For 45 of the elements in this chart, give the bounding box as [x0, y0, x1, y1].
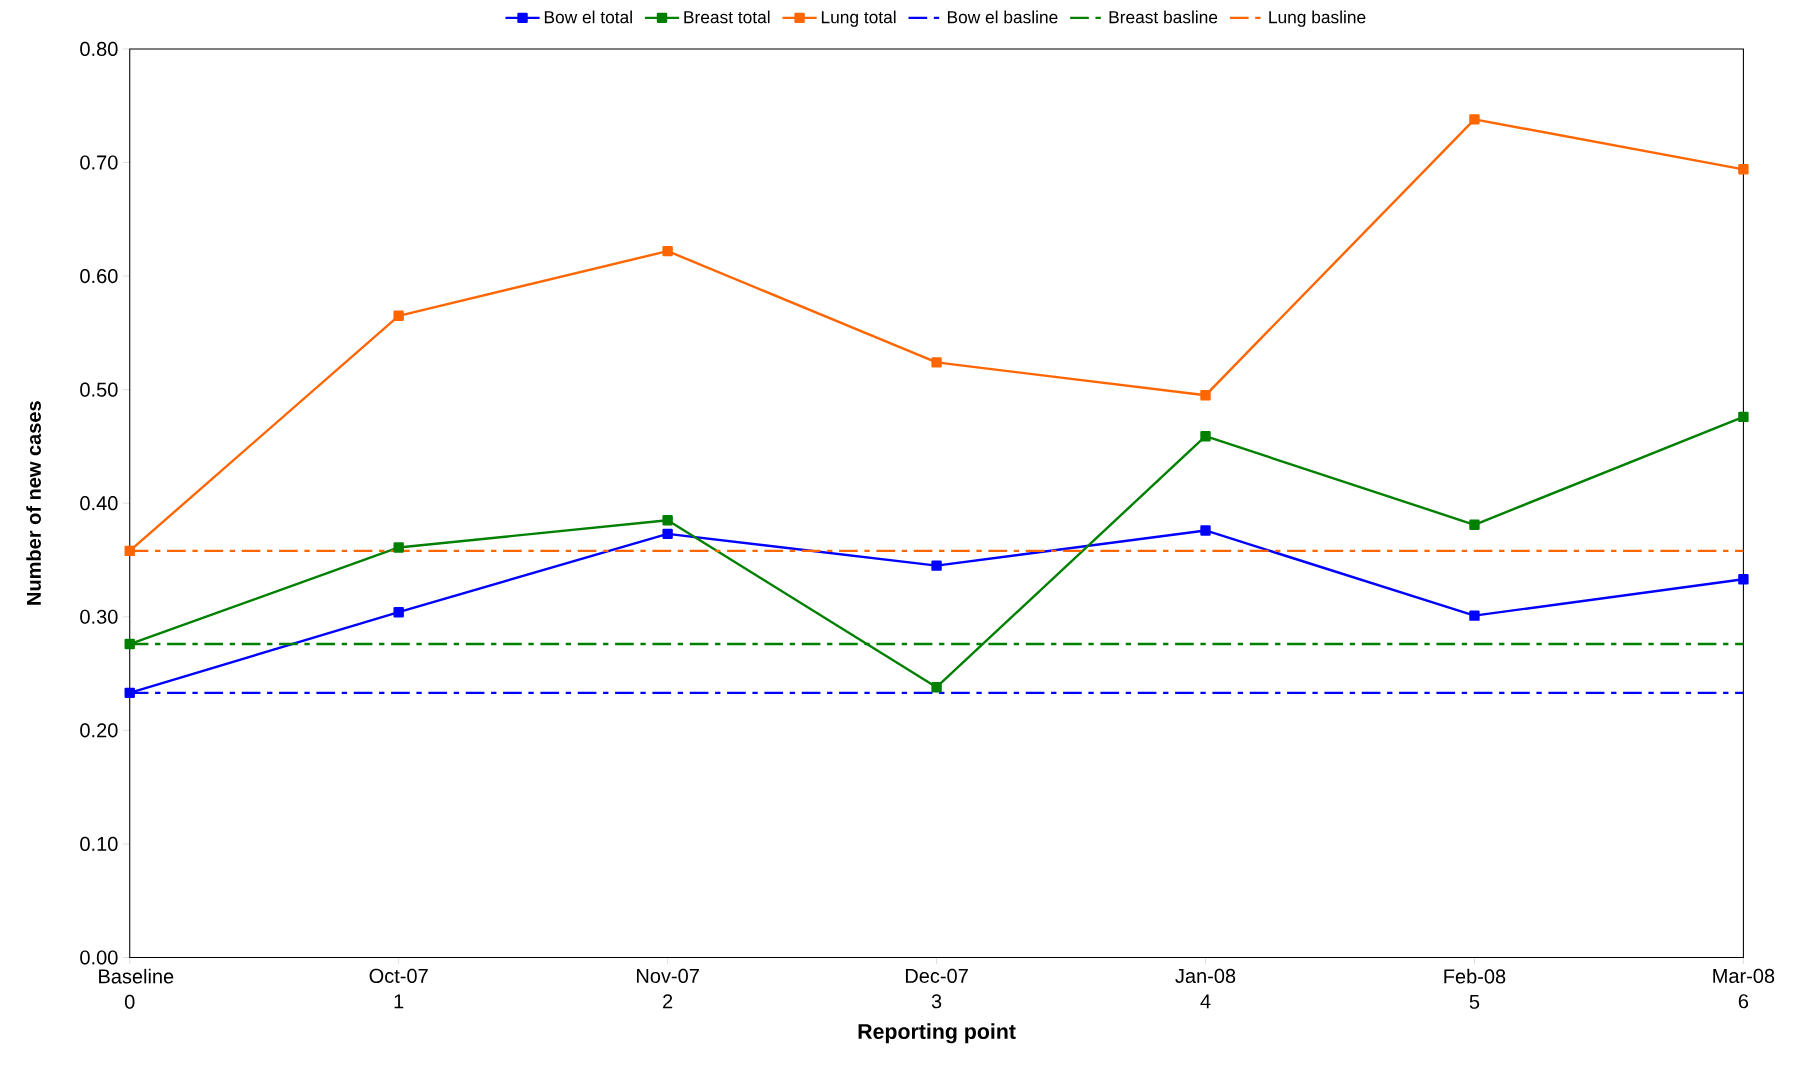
y-tick-label: 0.00	[80, 950, 118, 965]
point	[393, 607, 404, 618]
x-tick-label: Feb-08 5	[1444, 968, 1506, 1009]
point	[124, 545, 135, 557]
x-tick-label: Oct-07 1	[369, 968, 428, 1009]
legend-label: Lung basline	[1269, 10, 1366, 27]
x-tick-label: Nov-07 2	[637, 968, 699, 1009]
y-tick-label: 0.50	[80, 382, 118, 397]
point	[1469, 610, 1480, 621]
legend-label: Bow el total	[544, 10, 632, 24]
point	[1738, 164, 1749, 175]
point	[662, 528, 673, 540]
point	[1738, 411, 1749, 423]
point	[1469, 114, 1480, 125]
y-tick-label: 0.60	[80, 268, 118, 284]
point	[1469, 519, 1480, 530]
point	[931, 357, 942, 368]
y-tick-label: 0.70	[80, 155, 118, 170]
point	[393, 542, 404, 553]
point	[931, 560, 942, 571]
x-axis-title: Reporting point	[858, 1023, 1016, 1044]
legend-label: Breast basline	[1109, 10, 1218, 24]
point	[662, 245, 673, 257]
x-tick-label: Jan-08 4	[1175, 968, 1236, 1009]
y-tick-label: 0.80	[80, 41, 118, 56]
legend-label: Breast total	[684, 10, 770, 24]
point	[124, 638, 135, 650]
y-tick-label: 0.10	[80, 836, 118, 851]
y-tick-label: 0.40	[80, 496, 118, 511]
legend-label: Lung total	[821, 10, 896, 27]
point	[662, 515, 673, 526]
point	[1200, 430, 1211, 442]
y-tick-label: 0.30	[80, 609, 118, 624]
point	[931, 681, 942, 693]
y-tick-label: 0.20	[80, 723, 118, 738]
point	[1200, 525, 1211, 536]
point	[124, 687, 135, 699]
point	[393, 310, 404, 322]
x-tick-label: Baseline 0	[99, 968, 174, 1009]
y-axis-title: Number of new cases	[26, 401, 41, 605]
x-tick-label: Dec-07 3	[905, 968, 968, 1009]
x-tick-label: Mar-08 6	[1713, 968, 1775, 1009]
legend-label: Bow el basline	[947, 10, 1058, 24]
point	[1738, 574, 1749, 585]
point	[1200, 390, 1211, 401]
